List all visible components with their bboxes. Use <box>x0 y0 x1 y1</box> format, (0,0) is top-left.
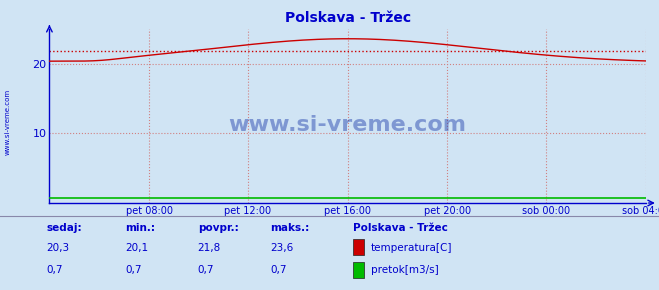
Text: 0,7: 0,7 <box>198 265 214 275</box>
Title: Polskava - Tržec: Polskava - Tržec <box>285 11 411 25</box>
Text: 0,7: 0,7 <box>46 265 63 275</box>
Text: maks.:: maks.: <box>270 223 310 233</box>
Text: Polskava - Tržec: Polskava - Tržec <box>353 223 447 233</box>
Text: temperatura[C]: temperatura[C] <box>371 243 453 253</box>
Text: 20,3: 20,3 <box>46 243 69 253</box>
Text: 23,6: 23,6 <box>270 243 293 253</box>
Text: 21,8: 21,8 <box>198 243 221 253</box>
Text: 0,7: 0,7 <box>270 265 287 275</box>
Text: www.si-vreme.com: www.si-vreme.com <box>5 89 11 155</box>
Text: 0,7: 0,7 <box>125 265 142 275</box>
Text: 20,1: 20,1 <box>125 243 148 253</box>
Text: min.:: min.: <box>125 223 156 233</box>
Text: pretok[m3/s]: pretok[m3/s] <box>371 265 439 275</box>
Text: www.si-vreme.com: www.si-vreme.com <box>229 115 467 135</box>
Text: sedaj:: sedaj: <box>46 223 82 233</box>
Text: povpr.:: povpr.: <box>198 223 239 233</box>
